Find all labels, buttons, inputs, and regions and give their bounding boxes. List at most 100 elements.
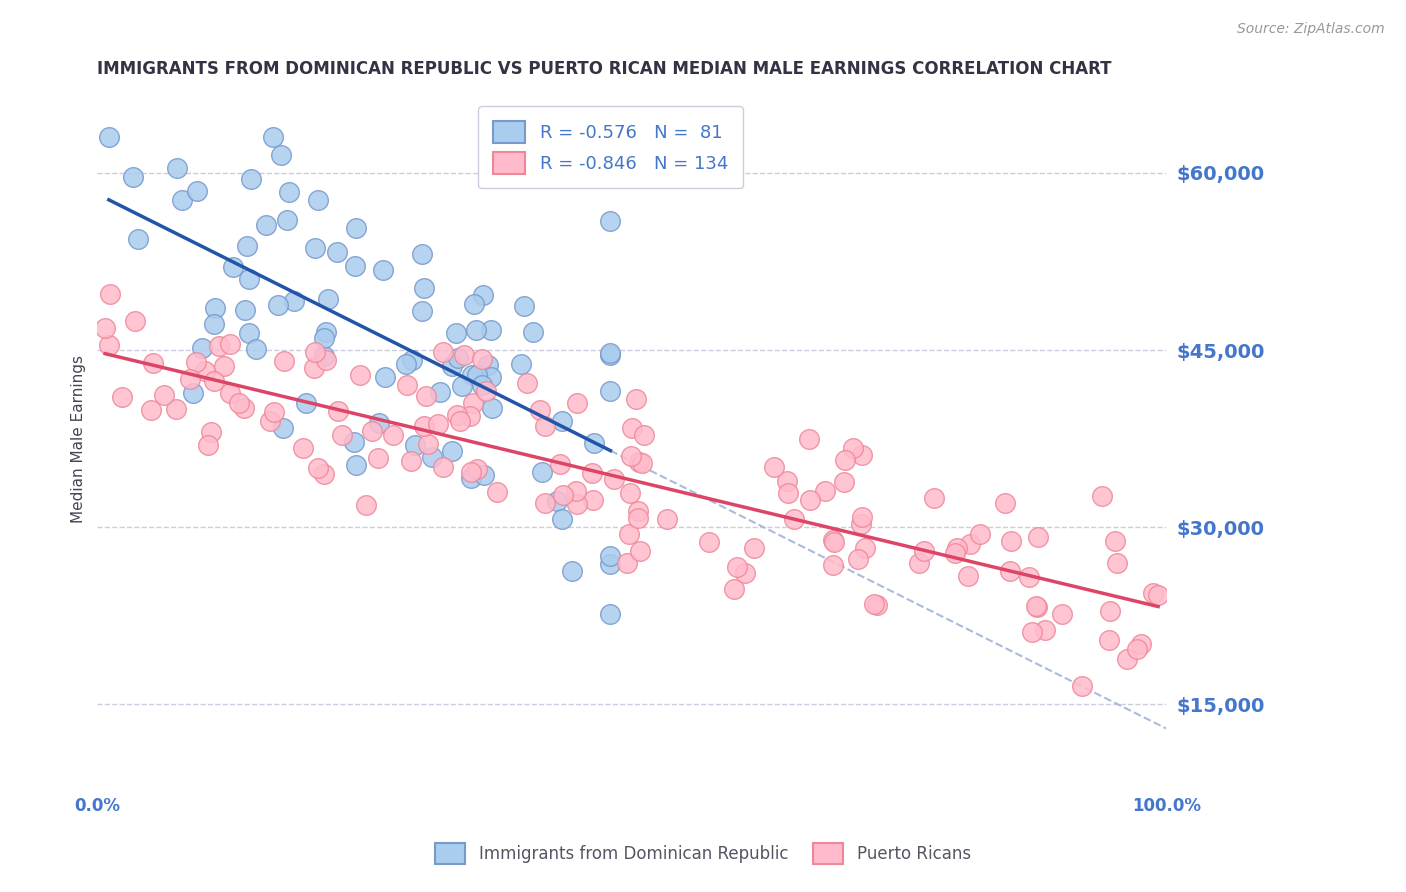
Point xyxy=(1021,624,1043,639)
Point xyxy=(312,331,335,345)
Point xyxy=(513,299,536,313)
Point xyxy=(432,345,454,359)
Point xyxy=(946,541,969,555)
Point xyxy=(420,450,443,465)
Point xyxy=(186,185,208,199)
Point xyxy=(548,457,571,471)
Point xyxy=(152,388,174,402)
Point xyxy=(411,303,433,318)
Point xyxy=(565,395,588,409)
Point xyxy=(776,474,799,488)
Point xyxy=(360,425,382,439)
Point xyxy=(943,546,966,560)
Point xyxy=(851,448,873,462)
Point xyxy=(238,272,260,286)
Point xyxy=(763,459,786,474)
Point xyxy=(1018,570,1040,584)
Point xyxy=(270,148,292,162)
Point xyxy=(382,428,405,442)
Point xyxy=(530,465,553,479)
Point xyxy=(846,551,869,566)
Point xyxy=(460,465,482,479)
Point xyxy=(655,511,678,525)
Point xyxy=(219,386,242,401)
Point xyxy=(776,486,799,500)
Point xyxy=(599,348,621,362)
Point xyxy=(368,416,391,430)
Point xyxy=(561,564,583,578)
Point xyxy=(172,193,194,207)
Point xyxy=(823,535,845,549)
Point xyxy=(179,372,201,386)
Point xyxy=(471,352,494,367)
Point xyxy=(522,325,544,339)
Point xyxy=(529,403,551,417)
Point xyxy=(446,351,468,365)
Point xyxy=(465,462,488,476)
Point xyxy=(1142,585,1164,599)
Point xyxy=(799,493,821,508)
Point xyxy=(912,544,935,558)
Point xyxy=(202,317,225,331)
Point xyxy=(814,483,837,498)
Point xyxy=(959,537,981,551)
Point xyxy=(616,556,638,570)
Point xyxy=(533,496,555,510)
Point xyxy=(292,442,315,456)
Point xyxy=(262,130,284,145)
Point xyxy=(602,473,624,487)
Point xyxy=(851,509,873,524)
Point xyxy=(401,352,423,367)
Point xyxy=(283,294,305,309)
Point xyxy=(273,354,295,368)
Point xyxy=(534,419,557,434)
Point xyxy=(599,549,621,564)
Point xyxy=(565,483,588,498)
Point xyxy=(367,450,389,465)
Point xyxy=(866,598,889,612)
Text: Source: ZipAtlas.com: Source: ZipAtlas.com xyxy=(1237,22,1385,37)
Point xyxy=(582,492,605,507)
Point xyxy=(245,343,267,357)
Point xyxy=(460,471,482,485)
Point xyxy=(628,543,651,558)
Point xyxy=(127,232,149,246)
Point xyxy=(471,377,494,392)
Point xyxy=(259,413,281,427)
Point xyxy=(565,497,588,511)
Point xyxy=(267,298,290,312)
Point xyxy=(307,460,329,475)
Point xyxy=(399,454,422,468)
Point xyxy=(453,348,475,362)
Point xyxy=(994,496,1017,510)
Point xyxy=(624,392,647,407)
Point xyxy=(254,218,277,232)
Point xyxy=(354,499,377,513)
Point xyxy=(302,361,325,376)
Point xyxy=(1033,623,1056,637)
Point xyxy=(599,346,621,360)
Point xyxy=(349,368,371,383)
Point xyxy=(202,374,225,388)
Point xyxy=(271,421,294,435)
Point xyxy=(404,437,426,451)
Point xyxy=(1091,489,1114,503)
Point xyxy=(315,352,337,367)
Point xyxy=(124,314,146,328)
Point xyxy=(725,560,748,574)
Point xyxy=(222,260,245,274)
Point xyxy=(446,409,468,423)
Point xyxy=(110,390,132,404)
Point xyxy=(1116,652,1139,666)
Point xyxy=(472,468,495,483)
Point xyxy=(998,564,1021,578)
Point xyxy=(1050,607,1073,621)
Point xyxy=(1098,632,1121,647)
Point xyxy=(440,359,463,373)
Point xyxy=(219,337,242,351)
Point xyxy=(863,597,886,611)
Point xyxy=(449,414,471,428)
Point xyxy=(908,557,931,571)
Point xyxy=(200,425,222,439)
Point xyxy=(956,569,979,583)
